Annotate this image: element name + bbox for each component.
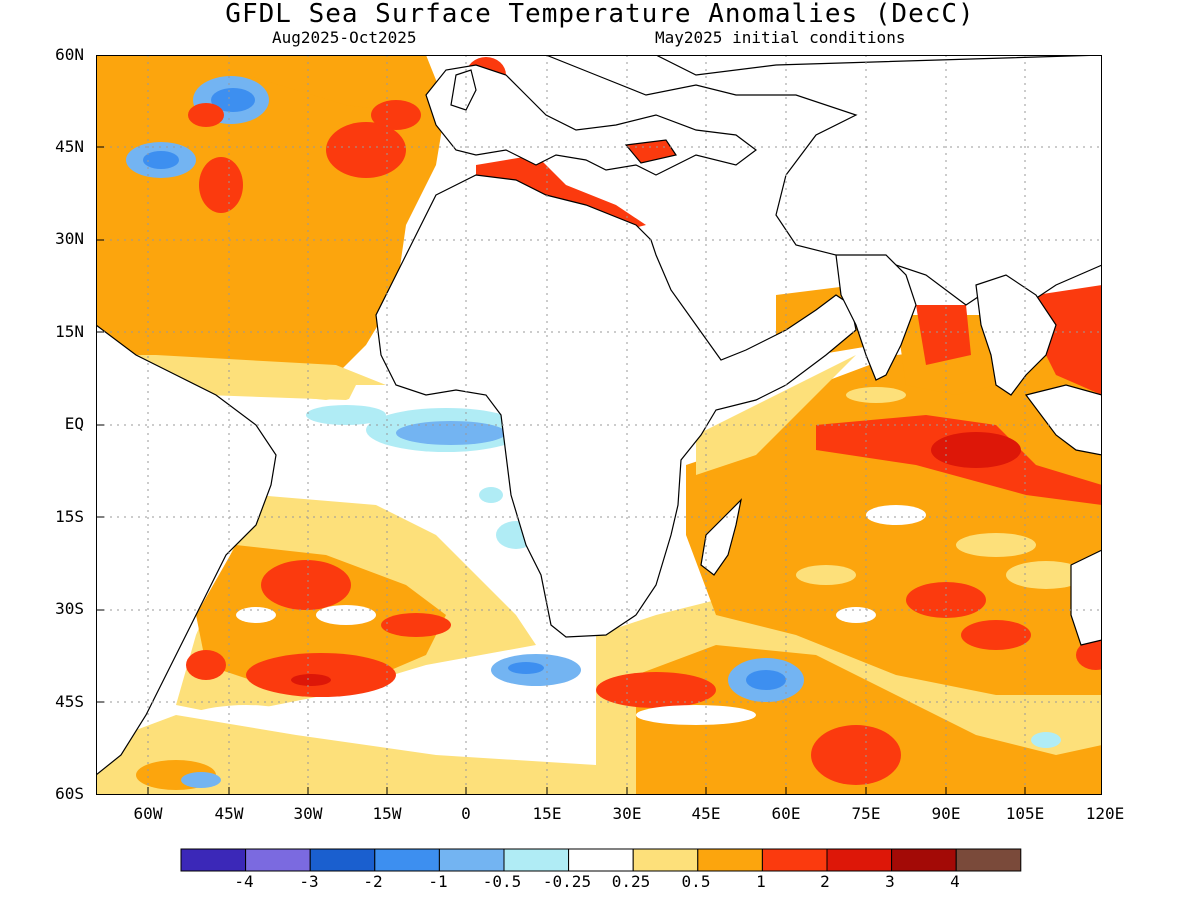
colorbar-swatch bbox=[374, 848, 440, 872]
initial-conditions: May2025 initial conditions bbox=[655, 28, 906, 47]
colorbar-swatch bbox=[568, 848, 634, 872]
colorbar-label: -4 bbox=[234, 872, 254, 891]
sst-anomaly-map bbox=[96, 55, 1102, 795]
axis-ticks bbox=[96, 146, 1026, 795]
colorbar-label: 1 bbox=[756, 872, 766, 891]
lat-label-15n: 15N bbox=[55, 322, 84, 341]
colorbar-swatch bbox=[955, 848, 1022, 872]
colorbar-label: -0.5 bbox=[482, 872, 522, 891]
lon-label-0: 0 bbox=[461, 804, 471, 823]
colorbar-label: 0.5 bbox=[681, 872, 711, 891]
colorbar-swatch bbox=[309, 848, 376, 872]
colorbar bbox=[180, 848, 1022, 872]
colorbar-swatch bbox=[826, 848, 893, 872]
colorbar-label: -2 bbox=[363, 872, 383, 891]
colorbar-swatch bbox=[761, 848, 828, 872]
lat-label-60n: 60N bbox=[55, 45, 84, 64]
lon-label-15e: 15E bbox=[532, 804, 562, 823]
colorbar-swatch bbox=[697, 848, 763, 872]
lon-label-60w: 60W bbox=[133, 804, 163, 823]
lat-label-30n: 30N bbox=[55, 229, 84, 248]
colorbar-label: 3 bbox=[885, 872, 895, 891]
lon-label-120e: 120E bbox=[1085, 804, 1125, 823]
colorbar-label: 2 bbox=[820, 872, 830, 891]
colorbar-swatch bbox=[503, 848, 570, 872]
colorbar-swatch bbox=[632, 848, 699, 872]
lon-label-45e: 45E bbox=[691, 804, 721, 823]
colorbar-label: -3 bbox=[299, 872, 319, 891]
lon-label-105e: 105E bbox=[1005, 804, 1045, 823]
lat-label-eq: EQ bbox=[64, 414, 84, 433]
land-masses bbox=[96, 55, 1102, 776]
lat-label-15s: 15S bbox=[55, 507, 84, 526]
colorbar-label: 4 bbox=[950, 872, 960, 891]
graticule bbox=[96, 55, 1102, 795]
lat-label-60s: 60S bbox=[55, 784, 84, 803]
lon-label-30w: 30W bbox=[293, 804, 323, 823]
colorbar-label: -1 bbox=[428, 872, 448, 891]
lon-label-75e: 75E bbox=[851, 804, 881, 823]
lat-label-45s: 45S bbox=[55, 692, 84, 711]
lat-label-30s: 30S bbox=[55, 599, 84, 618]
colorbar-label: 0.25 bbox=[611, 872, 651, 891]
forecast-period: Aug2025-Oct2025 bbox=[272, 28, 417, 47]
lon-label-60e: 60E bbox=[771, 804, 801, 823]
colorbar-swatch bbox=[180, 848, 247, 872]
colorbar-label: -0.25 bbox=[542, 872, 592, 891]
lon-label-30e: 30E bbox=[612, 804, 642, 823]
map-border bbox=[96, 55, 1102, 795]
lon-label-90e: 90E bbox=[931, 804, 961, 823]
lon-label-15w: 15W bbox=[372, 804, 402, 823]
lat-label-45n: 45N bbox=[55, 137, 84, 156]
map-title: GFDL Sea Surface Temperature Anomalies (… bbox=[225, 0, 975, 29]
lon-label-45w: 45W bbox=[214, 804, 244, 823]
colorbar-swatch bbox=[245, 848, 311, 872]
colorbar-swatch bbox=[438, 848, 505, 872]
colorbar-swatch bbox=[891, 848, 957, 872]
